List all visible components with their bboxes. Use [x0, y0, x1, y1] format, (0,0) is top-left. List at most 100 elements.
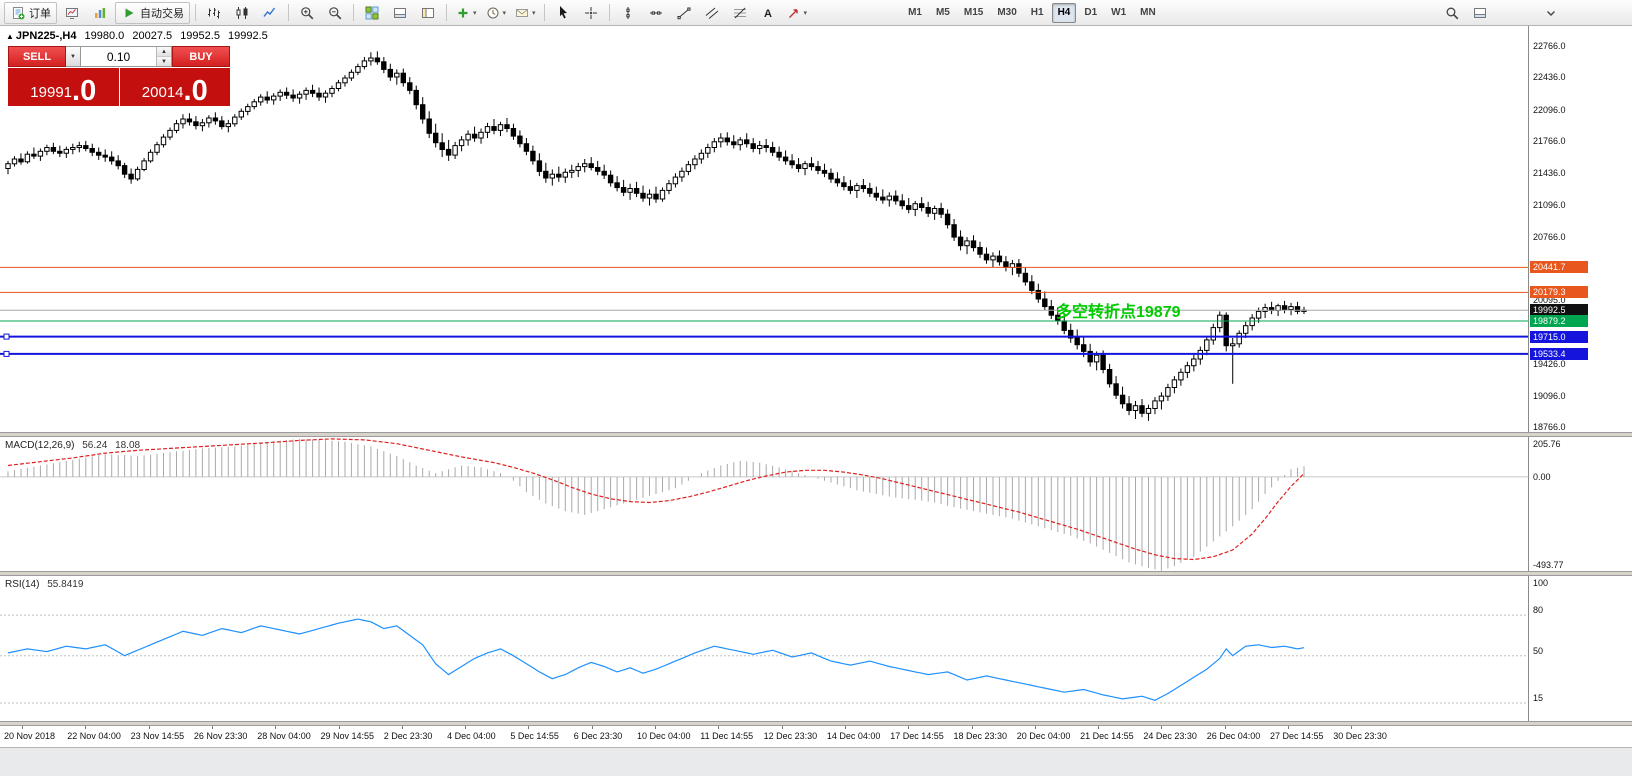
search-button[interactable]: [1439, 2, 1465, 24]
macd-indicator-panel[interactable]: [0, 437, 1528, 572]
time-axis-label: 26 Nov 23:30: [193, 731, 248, 741]
time-axis-label: 5 Dec 14:55: [510, 731, 559, 741]
horizontal-line-button[interactable]: [643, 2, 669, 24]
periods-button[interactable]: ▾: [482, 2, 510, 24]
sell-price-pips: .0: [72, 75, 97, 108]
cursor-button[interactable]: [550, 2, 576, 24]
rsi-value: 55.8419: [47, 579, 84, 590]
crosshair-button[interactable]: [578, 2, 604, 24]
buy-price-panel[interactable]: 20014.0: [119, 68, 230, 108]
buy-price-pips: .0: [183, 75, 208, 108]
annotation-text[interactable]: 多空转折点19879: [1056, 302, 1181, 321]
price-chart[interactable]: 多空转折点19879: [0, 26, 1528, 433]
monitor-icon: [64, 5, 80, 21]
time-axis-tick: [655, 726, 656, 729]
time-axis-label: 28 Nov 04:00: [257, 731, 311, 741]
text-tool-button[interactable]: A: [755, 2, 781, 24]
hline-icon: [648, 5, 664, 21]
profiles-button[interactable]: [87, 2, 113, 24]
time-axis-label: 14 Dec 04:00: [826, 731, 881, 741]
fibonacci-button[interactable]: [727, 2, 753, 24]
chart-shift-button[interactable]: [1467, 2, 1493, 24]
timeframe-m15[interactable]: M15: [963, 7, 984, 18]
navigator-button[interactable]: [415, 2, 441, 24]
time-axis-label: 24 Dec 23:30: [1143, 731, 1197, 741]
timeframe-d1[interactable]: D1: [1084, 7, 1098, 18]
panel-icon: [1472, 5, 1488, 21]
time-axis: 20 Nov 2018 22 Nov 04:00 23 Nov 14:55 26 No…: [0, 726, 1632, 748]
toolbar-buttons: 订单 自动交易 ▾ ▾ ▾ A ▾: [3, 1, 811, 24]
timeframe-m1[interactable]: M1: [908, 7, 922, 18]
panel-divider[interactable]: [0, 432, 1632, 437]
fibo-icon: [732, 5, 748, 21]
panel-divider[interactable]: [0, 721, 1632, 726]
tile-windows-button[interactable]: [359, 2, 385, 24]
time-axis-tick: [908, 726, 910, 729]
rsi-line: [7, 618, 1305, 701]
timeframe-h1[interactable]: H1: [1030, 7, 1044, 18]
rsi-indicator-panel[interactable]: [0, 576, 1528, 722]
toolbar-separator: [543, 4, 545, 21]
time-axis-tick: [1224, 726, 1226, 729]
time-axis-label: 12 Dec 23:30: [763, 731, 818, 741]
autotrading-button-label: 自动交易: [140, 7, 184, 20]
timeframe-h4[interactable]: H4: [1051, 2, 1077, 23]
trendline-button[interactable]: [671, 2, 697, 24]
bar-profile-icon: [92, 5, 108, 21]
y-axis-label: 19426.0: [1533, 359, 1566, 370]
time-axis-label: 23 Nov 14:55: [130, 731, 185, 741]
line-handle[interactable]: [3, 350, 10, 357]
lot-decrease-button[interactable]: ▼: [157, 57, 171, 66]
panel-divider[interactable]: [0, 571, 1632, 576]
charts-button[interactable]: [59, 2, 85, 24]
toolbar-separator: [446, 4, 447, 21]
macd-title: MACD(12,26,9) 56.24 18.08: [5, 440, 140, 451]
timeframe-mn[interactable]: MN: [1140, 7, 1156, 18]
sell-price-panel[interactable]: 19991.0: [8, 68, 119, 106]
toolbar-options-button[interactable]: [1538, 2, 1564, 24]
time-axis-tick: [275, 726, 277, 729]
zoom-out-button[interactable]: [322, 2, 348, 24]
zoom-out-icon: [327, 5, 343, 21]
line-chart-button[interactable]: [257, 2, 283, 24]
autotrading-button[interactable]: 自动交易: [115, 1, 190, 24]
vertical-line-button[interactable]: [615, 2, 641, 24]
timeframe-m30[interactable]: M30: [997, 7, 1017, 18]
price-axis: 22766.0 22436.0 22096.0 21766.0 21436.0 21096…: [1529, 26, 1632, 747]
trade-options-dropdown[interactable]: ▼: [66, 46, 81, 67]
bars-icon: [206, 5, 222, 21]
data-window-button[interactable]: [387, 2, 413, 24]
zoom-in-button[interactable]: [294, 2, 320, 24]
templates-button[interactable]: ▾: [511, 2, 539, 24]
sell-button[interactable]: SELL: [8, 46, 66, 67]
time-axis-label: 26 Dec 04:00: [1206, 731, 1261, 741]
timeframe-w1[interactable]: W1: [1111, 7, 1127, 18]
candlestick-chart-button[interactable]: [229, 2, 255, 24]
clock-icon: [485, 5, 501, 21]
time-axis-label: 10 Dec 04:00: [637, 731, 691, 741]
rsi-title: RSI(14) 55.8419: [5, 579, 83, 590]
new-order-button[interactable]: 订单: [4, 1, 57, 24]
line-handle[interactable]: [3, 333, 10, 340]
time-axis-tick: [781, 726, 783, 729]
time-axis-label: 21 Dec 14:55: [1080, 731, 1134, 741]
lot-size-input[interactable]: [81, 47, 156, 66]
add-indicator-button[interactable]: ▾: [452, 2, 480, 24]
y-axis-label: 20095.0: [1533, 295, 1566, 306]
bar-chart-button[interactable]: [201, 2, 227, 24]
buy-button[interactable]: BUY: [172, 46, 230, 67]
time-axis-tick: [1288, 726, 1289, 729]
mail-icon: [514, 5, 530, 21]
y-axis-label: 18766.0: [1533, 422, 1566, 432]
zoom-in-icon: [299, 5, 315, 21]
channel-button[interactable]: [699, 2, 725, 24]
macd-histogram: [7, 438, 1305, 571]
timeframe-m5[interactable]: M5: [935, 7, 950, 18]
time-axis-tick: [844, 726, 846, 729]
main-toolbar: 订单 自动交易 ▾ ▾ ▾ A ▾ M1 M5 M15 M30 H1 H4 D1 W1 MN: [0, 0, 1632, 26]
time-axis-tick: [528, 726, 530, 729]
doc-plus-icon: [10, 5, 26, 21]
lot-increase-button[interactable]: ▲: [157, 47, 171, 57]
symbol-triangle-icon[interactable]: ▲: [6, 32, 14, 41]
arrows-tool-button[interactable]: ▾: [783, 2, 811, 24]
